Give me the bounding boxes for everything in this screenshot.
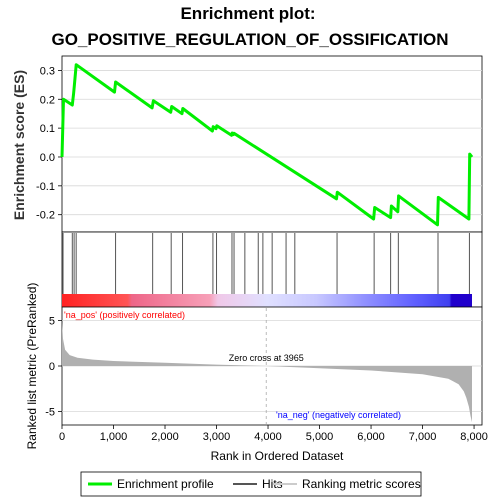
zero-cross-label: Zero cross at 3965 (229, 353, 304, 363)
legend-metric-label: Ranking metric scores (302, 477, 421, 491)
es-y-tick-label: -0.1 (36, 181, 55, 193)
enrichment-profile-line (60, 63, 474, 227)
es-panel: -0.2 -0.1 0.0 0.1 0.2 0.3 Enrichment score (E… (11, 55, 483, 233)
ranking-gradient-bar (62, 294, 472, 307)
legend-hits-label: Hits (262, 477, 283, 491)
positive-correlation-label: 'na_pos' (positively correlated) (64, 310, 185, 320)
x-tick-label: 0 (59, 431, 65, 443)
x-tick-label: 6,000 (357, 431, 385, 443)
x-tick-label: 8,000 (460, 431, 488, 443)
es-y-tick-label: 0.0 (40, 152, 55, 164)
es-y-ticks: -0.2 -0.1 0.0 0.1 0.2 0.3 (36, 65, 62, 222)
x-tick-label: 5,000 (306, 431, 334, 443)
x-tick-label: 7,000 (409, 431, 437, 443)
legend-enrichment-label: Enrichment profile (117, 477, 214, 491)
x-axis-label: Rank in Ordered Dataset (211, 449, 344, 463)
metric-panel: Zero cross at 3965 'na_pos' (positively … (25, 283, 488, 463)
es-y-tick-label: -0.2 (36, 210, 55, 222)
metric-y-tick-label: 5 (49, 316, 55, 328)
es-y-axis-label: Enrichment score (ES) (11, 70, 27, 220)
es-panel-frame (61, 55, 483, 233)
x-tick-label: 2,000 (151, 431, 179, 443)
chart-title-line2: GO_POSITIVE_REGULATION_OF_OSSIFICATION (51, 30, 448, 49)
hit-markers (62, 233, 470, 294)
chart-title-line1: Enrichment plot: (180, 4, 315, 23)
es-y-tick-label: 0.1 (40, 123, 55, 135)
legend: Enrichment profile Hits Ranking metric s… (80, 471, 422, 497)
hits-panel (61, 231, 483, 308)
x-tick-label: 3,000 (203, 431, 231, 443)
metric-y-ticks: -5 0 5 (45, 316, 62, 418)
metric-y-tick-label: 0 (49, 361, 55, 373)
x-tick-label: 1,000 (100, 431, 128, 443)
metric-y-axis-label: Ranked list metric (PreRanked) (25, 283, 39, 450)
negative-correlation-label: 'na_neg' (negatively correlated) (276, 410, 401, 420)
es-y-tick-label: 0.3 (40, 65, 55, 77)
x-tick-label: 4,000 (254, 431, 282, 443)
es-y-tick-label: 0.2 (40, 94, 55, 106)
metric-x-ticks: 0 1,000 2,000 3,000 4,000 5,000 6,000 7,000 8,00… (59, 425, 488, 443)
metric-y-tick-label: -5 (45, 406, 55, 418)
